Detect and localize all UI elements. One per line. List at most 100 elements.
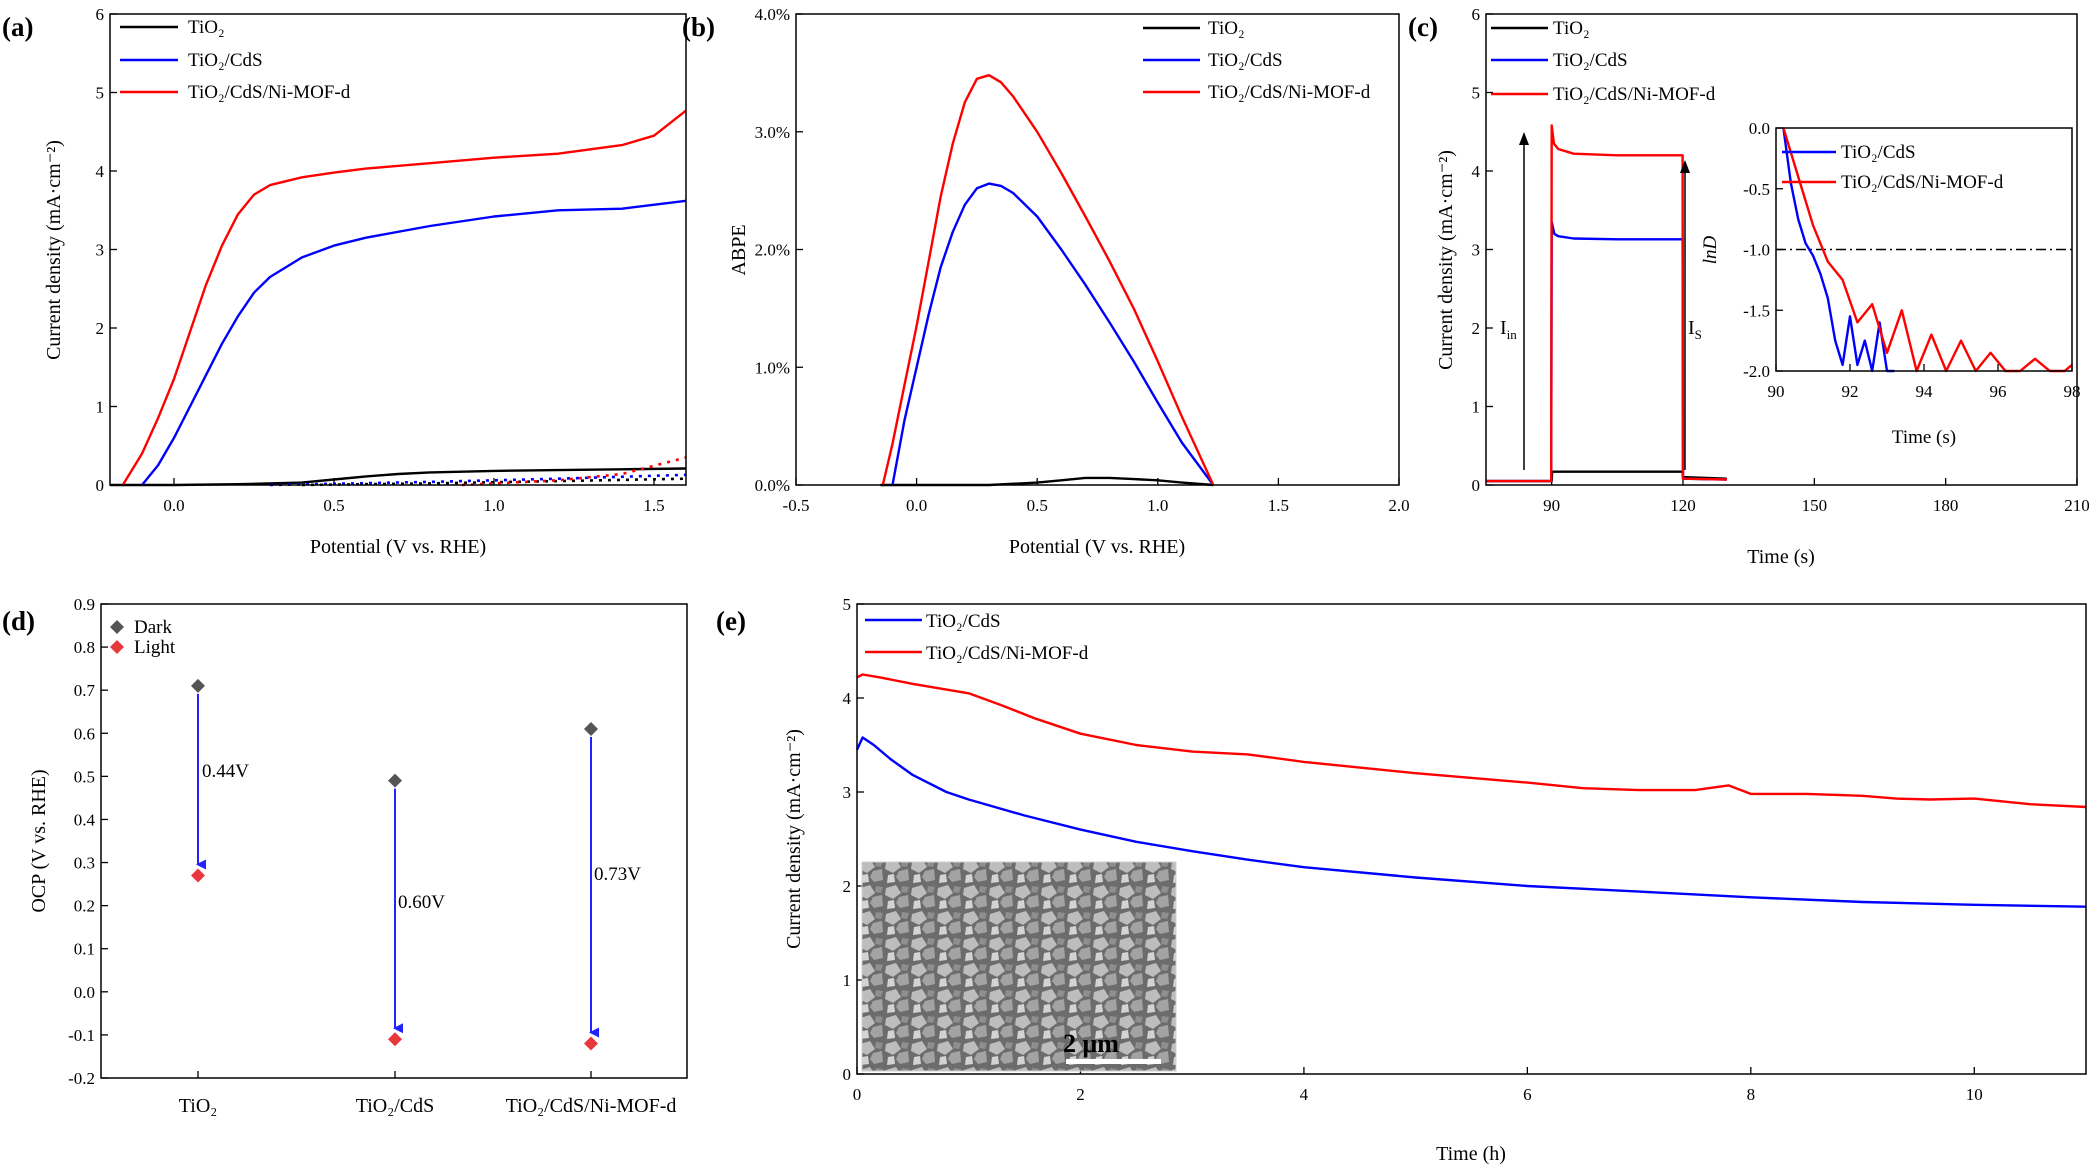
y-tick-label: 0.2 (74, 897, 95, 916)
delta-label: 0.73V (594, 864, 641, 885)
x-tick-label: 96 (1990, 382, 2007, 401)
y-tick-label: 0.0 (1749, 119, 1770, 138)
x-tick-label: 210 (2064, 496, 2090, 515)
legend-marker (110, 640, 124, 654)
panel-d-ylabel: OCP (V vs. RHE) (28, 769, 50, 912)
scale-bar (1066, 1059, 1161, 1064)
panel-a-xticks: 0.0 0.5 1.0 1.5 (163, 478, 665, 515)
series-line (141, 199, 687, 486)
panel-d-points (191, 678, 598, 1051)
x-tick-label: 0.5 (1027, 496, 1048, 515)
y-tick-label: -1.0 (1743, 241, 1770, 260)
x-tick-label: 8 (1747, 1085, 1756, 1104)
y-tick-label: 2 (96, 319, 105, 338)
panel-a-frame (109, 13, 687, 486)
series-line (1486, 220, 1727, 483)
sem-micrograph (862, 862, 1176, 1071)
y-tick-label: -1.5 (1743, 301, 1770, 320)
y-tick-label: 1 (1472, 398, 1481, 417)
panel-e-yticks: 0 1 2 3 4 5 (843, 595, 864, 1084)
legend-label: TiO₂ (188, 17, 225, 38)
legend-label: TiO₂/CdS/Ni-MOF-d (1553, 84, 1716, 105)
category-label: TiO₂/CdS (356, 1095, 435, 1117)
panel-c-xticks: 90 120 150 180 210 (1543, 478, 2090, 515)
y-tick-label: 3.0% (755, 123, 790, 142)
is-label: IS (1688, 317, 1702, 342)
legend-label: TiO₂/CdS (926, 611, 1001, 632)
x-tick-label: 90 (1543, 496, 1560, 515)
y-tick-label: 2 (843, 877, 852, 896)
category-label: TiO₂/CdS/Ni-MOF-d (506, 1095, 677, 1117)
iin-annotation: Iin IS (1500, 132, 1702, 470)
panel-b-xlabel: Potential (V vs. RHE) (1009, 536, 1185, 558)
y-tick-label: 0.9 (74, 595, 95, 614)
panel-d: (d) -0.2 -0.1 0.0 0.1 0.2 0.3 0.4 0.5 0.6 0.7 0.8 0… (2, 595, 688, 1117)
y-tick-label: 0.0% (755, 476, 790, 495)
x-tick-label: 1.0 (1147, 496, 1168, 515)
x-tick-label: 98 (2064, 382, 2081, 401)
panel-c-ylabel: Current density (mA·cm⁻²) (1435, 150, 1457, 370)
panel-e-xlabel: Time (h) (1436, 1143, 1506, 1165)
panel-c-legend: TiO₂ TiO₂/CdS TiO₂/CdS/Ni-MOF-d (1491, 18, 1716, 105)
panel-e-xticks: 0 2 4 6 8 10 (853, 1067, 1983, 1104)
inset-yticks: -2.0 -1.5 -1.0 -0.5 0.0 (1743, 119, 1783, 381)
panel-a-series (110, 109, 687, 487)
series-line (1782, 127, 2073, 373)
panel-d-arrows (196, 693, 599, 1038)
delta-label: 0.44V (202, 761, 249, 782)
panel-e-ylabel: Current density (mA·cm⁻²) (783, 729, 805, 949)
panel-c-label: (c) (1408, 12, 1438, 42)
y-tick-label: 4 (96, 162, 105, 181)
y-tick-label: 3 (1472, 241, 1481, 260)
y-tick-label: 0.8 (74, 638, 95, 657)
panel-a-xlabel: Potential (V vs. RHE) (310, 536, 486, 558)
x-tick-label: 120 (1670, 496, 1696, 515)
y-tick-label: 6 (1472, 5, 1481, 24)
series-line (856, 673, 2087, 809)
delta-label: 0.60V (398, 892, 445, 913)
series-line (301, 477, 687, 487)
x-tick-label: 2 (1076, 1085, 1085, 1104)
y-tick-label: 0.3 (74, 854, 95, 873)
series-line (1486, 124, 1727, 483)
y-tick-label: 6 (96, 5, 105, 24)
panel-b-xticks: -0.5 0.0 0.5 1.0 1.5 2.0 (783, 478, 1410, 515)
x-tick-label: 1.5 (643, 496, 664, 515)
series-line (880, 476, 1214, 487)
inset-frame (1775, 127, 2073, 372)
x-tick-label: 0 (853, 1085, 862, 1104)
x-tick-label: 1.5 (1268, 496, 1289, 515)
series-line (881, 74, 1215, 486)
category-label: TiO₂ (179, 1095, 218, 1117)
y-tick-label: 0.7 (74, 681, 96, 700)
y-tick-label: 1 (843, 971, 852, 990)
inset-series (1782, 127, 2073, 373)
y-tick-label: 0.6 (74, 724, 95, 743)
data-point (584, 721, 598, 736)
legend-label: Dark (134, 617, 172, 638)
data-point (191, 868, 205, 883)
panel-c-series (1486, 124, 1727, 483)
panel-b-legend: TiO₂ TiO₂/CdS TiO₂/CdS/Ni-MOF-d (1143, 18, 1371, 103)
panel-a-ylabel: Current density (mA·cm⁻²) (43, 140, 65, 360)
legend-label: TiO₂ (1208, 18, 1245, 39)
x-tick-label: 1.0 (483, 496, 504, 515)
legend-label: TiO₂/CdS/Ni-MOF-d (188, 82, 351, 103)
data-point (584, 1036, 598, 1051)
y-tick-label: -0.2 (68, 1069, 95, 1088)
legend-label: TiO₂/CdS (1553, 50, 1628, 71)
legend-label: TiO₂/CdS/Ni-MOF-d (1208, 82, 1371, 103)
data-point (388, 1032, 402, 1047)
panel-a: (a) 0 1 2 3 4 5 6 0.0 0.5 1.0 1.5 Potential (V vs… (2, 5, 687, 558)
y-tick-label: 0.5 (74, 767, 95, 786)
panel-e: (e) 0 1 2 3 4 5 0 2 4 6 8 10 2 μm Time (h) Current… (716, 595, 2087, 1165)
legend-label: TiO₂/CdS/Ni-MOF-d (926, 643, 1089, 664)
y-tick-label: 3 (843, 783, 852, 802)
y-tick-label: 0.1 (74, 940, 95, 959)
data-point (191, 678, 205, 693)
panel-b-yticks: 0.0% 1.0% 2.0% 3.0% 4.0% (755, 5, 803, 495)
x-tick-label: 0.5 (323, 496, 344, 515)
legend-label: TiO₂/CdS (1841, 142, 1916, 163)
panel-c-inset: -2.0-1.5-1.0-0.50.0 90 92 94 96 98 Time (s) … (1700, 119, 2081, 448)
